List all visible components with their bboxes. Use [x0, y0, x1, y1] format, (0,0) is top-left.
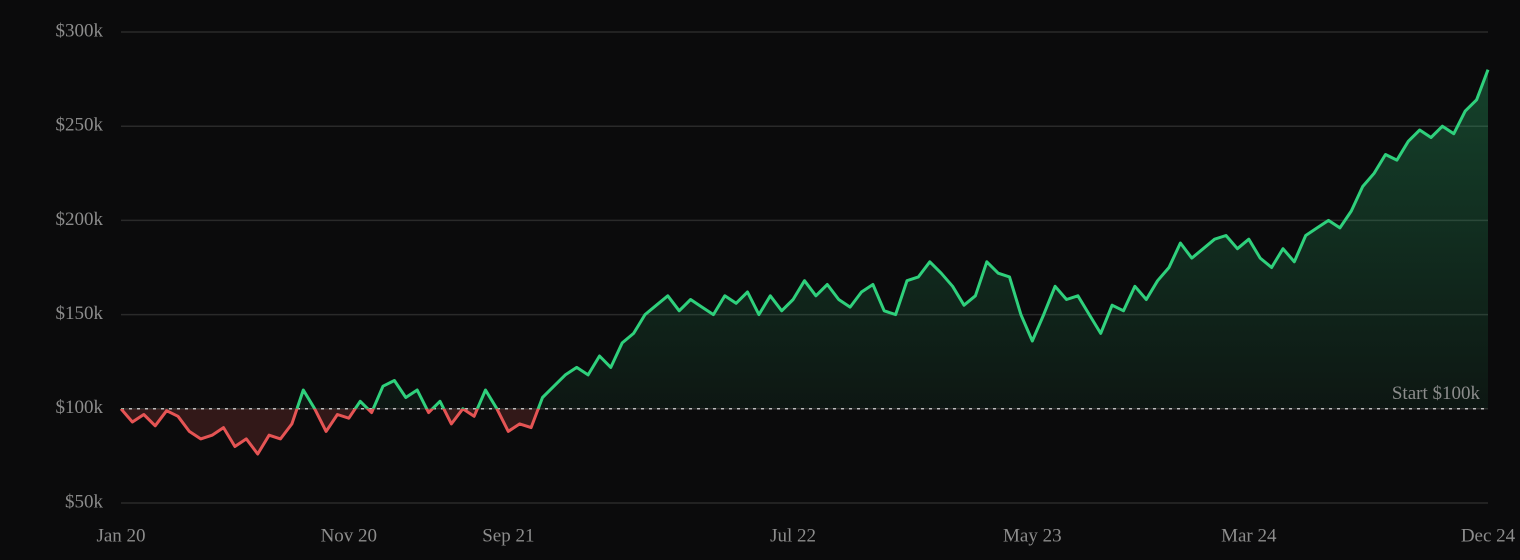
- x-tick-label: May 23: [1003, 525, 1062, 546]
- x-tick-label: Jan 20: [96, 525, 145, 546]
- area-down: [121, 408, 1488, 454]
- x-tick-label: Sep 21: [482, 525, 534, 546]
- y-tick-label: $200k: [56, 209, 104, 230]
- x-tick-label: Dec 24: [1461, 525, 1516, 546]
- y-tick-label: $100k: [56, 397, 104, 418]
- x-tick-label: Mar 24: [1221, 525, 1277, 546]
- y-tick-label: $250k: [56, 115, 104, 136]
- x-tick-label: Jul 22: [770, 525, 816, 546]
- y-tick-label: $150k: [56, 303, 104, 324]
- line-down: [119, 408, 540, 456]
- line-up: [121, 69, 1490, 409]
- baseline-label: Start $100k: [1392, 383, 1481, 404]
- y-tick-label: $50k: [65, 491, 104, 512]
- area-up: [296, 69, 1488, 409]
- y-tick-label: $300k: [56, 20, 104, 41]
- x-tick-label: Nov 20: [321, 525, 377, 546]
